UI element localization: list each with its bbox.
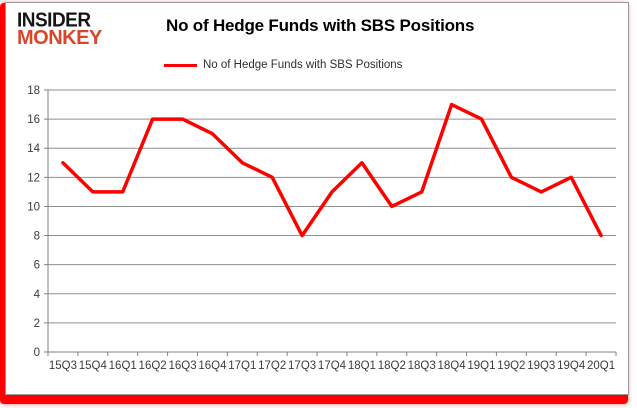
chart-title: No of Hedge Funds with SBS Positions [166, 16, 475, 35]
x-axis-tick-label: 16Q4 [198, 360, 227, 372]
x-axis-tick-label: 19Q2 [497, 360, 525, 372]
x-axis-tick-label: 16Q3 [168, 360, 196, 372]
y-axis-tick-label: 12 [27, 172, 40, 184]
x-axis-tick-label: 16Q2 [139, 360, 167, 372]
insider-monkey-logo: INSIDER MONKEY [17, 9, 102, 50]
legend-label: No of Hedge Funds with SBS Positions [203, 59, 403, 71]
x-axis-tick-label: 19Q3 [527, 360, 555, 372]
x-axis-tick-label: 18Q2 [378, 360, 406, 372]
x-axis-tick-label: 19Q4 [557, 360, 586, 372]
legend-line-swatch [164, 63, 197, 67]
x-axis-tick-label: 17Q1 [228, 360, 256, 372]
y-axis-tick-label: 10 [27, 201, 40, 213]
y-axis-tick-label: 2 [34, 318, 40, 330]
y-axis-tick-label: 14 [27, 143, 40, 155]
y-axis-tick-label: 4 [34, 289, 41, 301]
y-axis-tick-label: 16 [27, 114, 40, 126]
chart-card: INSIDER MONKEY No of Hedge Funds with SB… [5, 2, 629, 395]
series-line [61, 102, 603, 238]
x-axis-tick-label: 17Q3 [288, 360, 316, 372]
x-axis-tick-label: 17Q4 [318, 360, 347, 372]
x-axis-tick-label: 20Q1 [587, 360, 615, 372]
y-axis-tick-label: 18 [27, 85, 40, 97]
x-axis-tick-label: 18Q3 [408, 360, 436, 372]
x-axis-tick-label: 18Q4 [438, 360, 467, 372]
x-axis-tick-label: 17Q2 [258, 360, 286, 372]
x-axis-tick-label: 15Q3 [49, 360, 77, 372]
x-axis-tick-label: 19Q1 [467, 360, 495, 372]
y-axis-tick-label: 6 [34, 260, 40, 272]
logo-text-monkey: MONKEY [17, 27, 102, 50]
x-axis-tick-label: 18Q1 [348, 360, 376, 372]
legend: No of Hedge Funds with SBS Positions [164, 59, 402, 71]
x-axis-tick-label: 15Q4 [79, 360, 108, 372]
x-axis-tick-label: 16Q1 [109, 360, 137, 372]
y-axis-tick-label: 8 [34, 231, 40, 243]
logo-text-insider: INSIDER [17, 9, 91, 32]
y-axis-tick-label: 0 [34, 347, 40, 359]
